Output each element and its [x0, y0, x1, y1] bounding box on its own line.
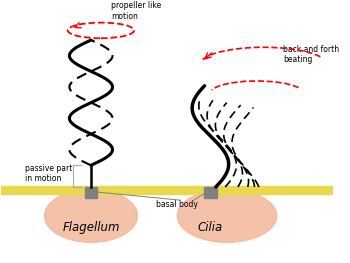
- Text: Flagellum: Flagellum: [62, 221, 120, 234]
- Text: passive part
in motion: passive part in motion: [25, 164, 72, 183]
- Ellipse shape: [177, 189, 277, 242]
- Bar: [1, 186, 333, 194]
- Text: back and forth
beating: back and forth beating: [284, 45, 340, 64]
- Bar: [204, 187, 217, 198]
- Text: basal body: basal body: [156, 200, 198, 209]
- Text: propeller like
motion: propeller like motion: [111, 1, 161, 21]
- Ellipse shape: [44, 189, 138, 242]
- Bar: [85, 187, 97, 198]
- Text: Cilia: Cilia: [198, 221, 223, 234]
